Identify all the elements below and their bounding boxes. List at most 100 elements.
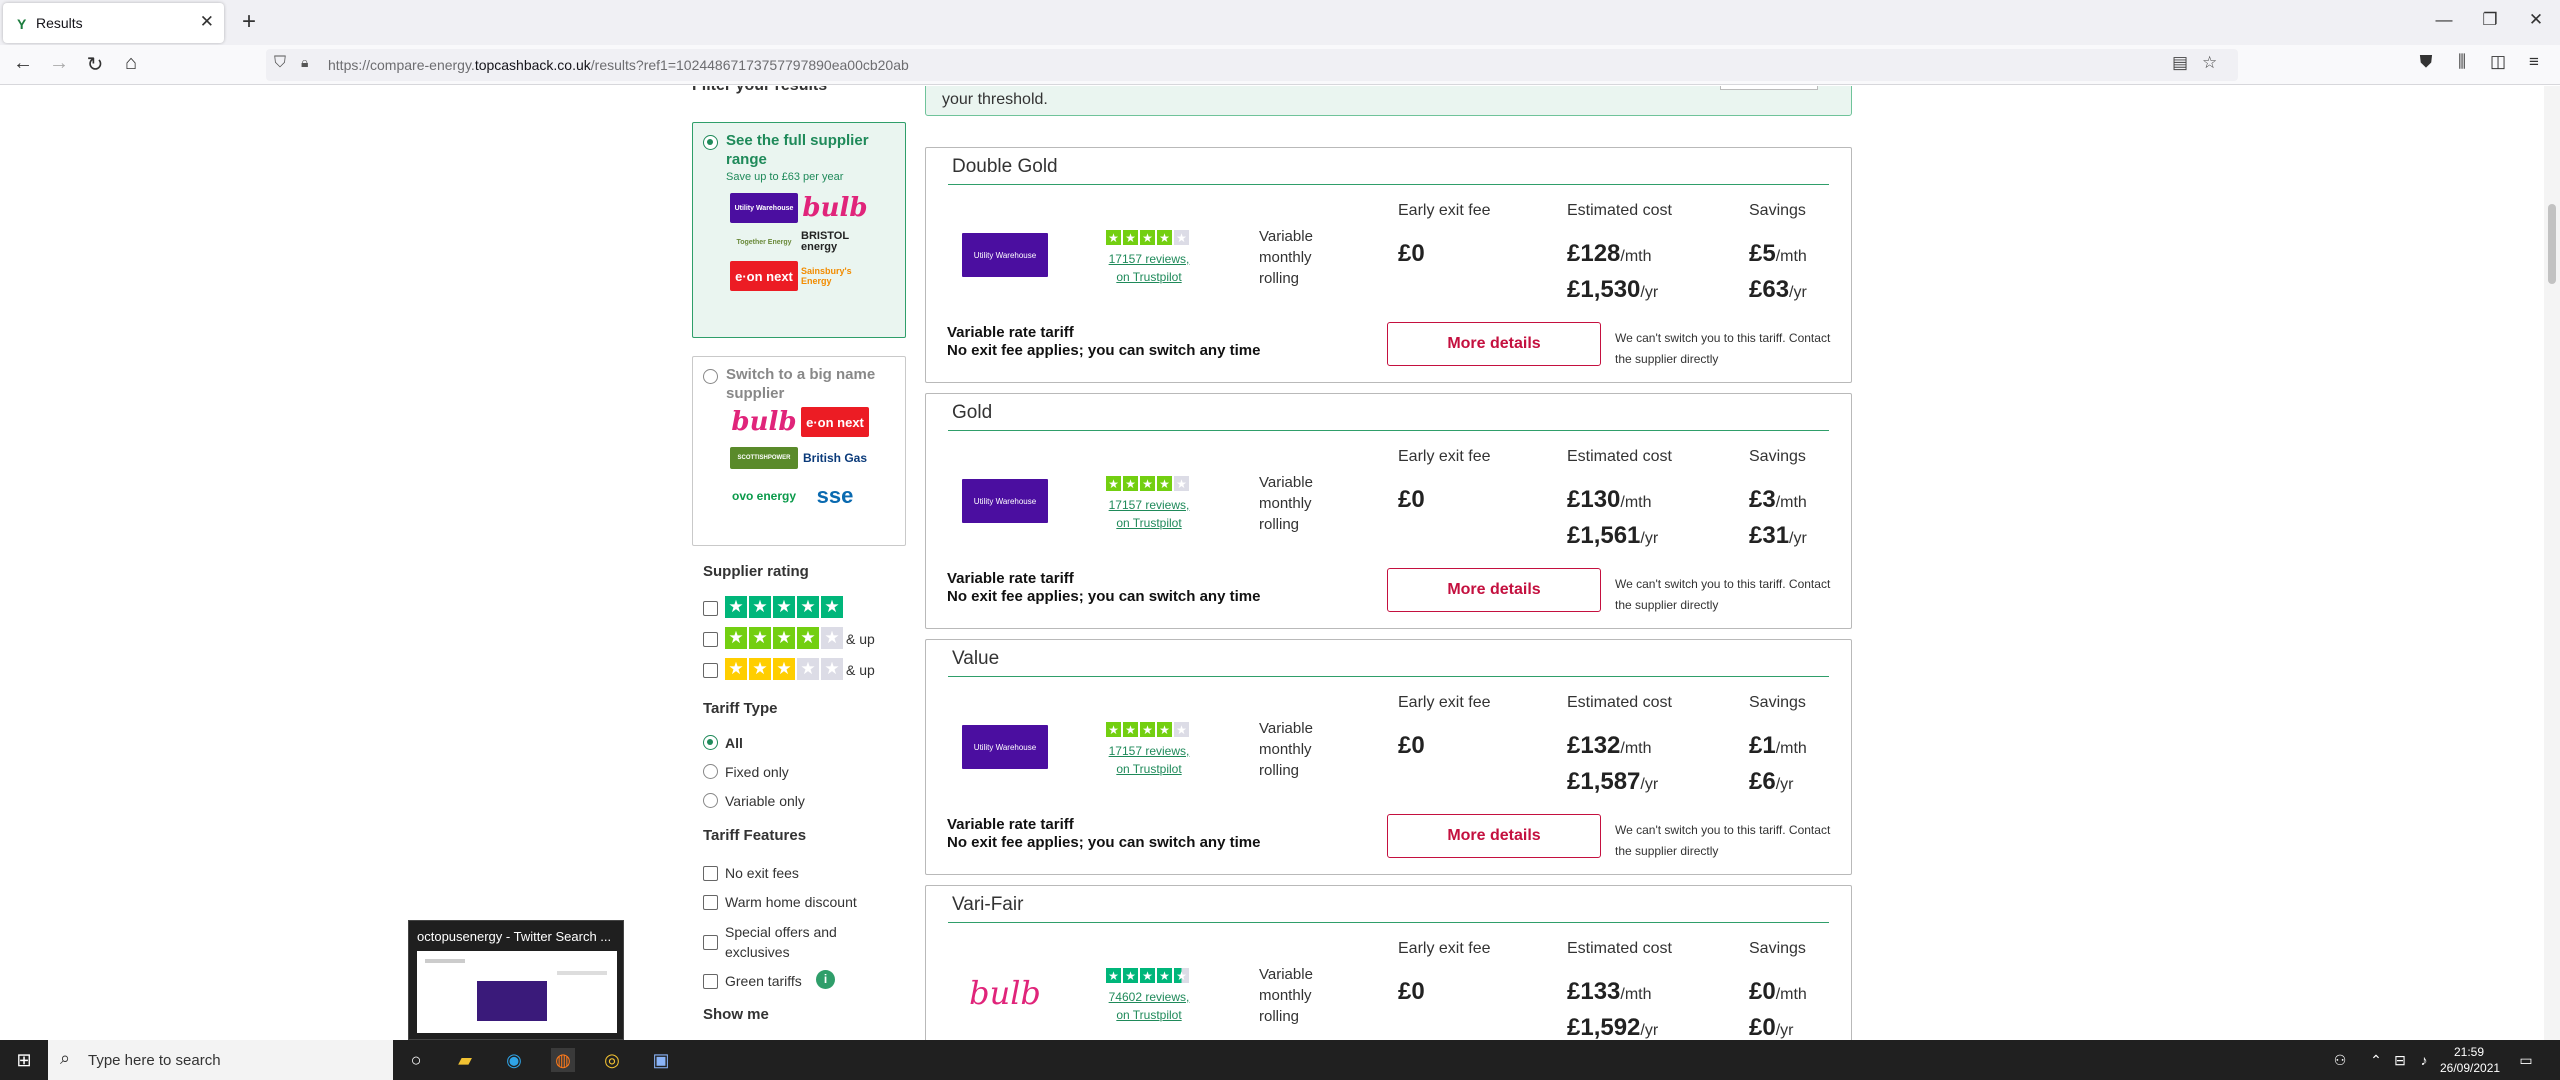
sidebar-icon[interactable]: ◫: [2489, 52, 2507, 71]
rating-5-stars: ★ ★ ★ ★ ★: [725, 596, 843, 618]
exit-fee-label: Early exit fee: [1398, 202, 1491, 219]
savings-label: Savings: [1749, 202, 1806, 219]
restore-icon[interactable]: ❐: [2482, 10, 2498, 29]
cost-month: £132/mth: [1567, 732, 1652, 759]
clock-time: 21:59: [2453, 1045, 2485, 1059]
exit-note: No exit fee applies; you can switch any …: [947, 588, 1261, 605]
info-icon[interactable]: i: [816, 970, 835, 989]
star-icon: ★: [725, 658, 747, 680]
star-icon: ★: [1123, 722, 1138, 737]
warm-home-discount-label: Warm home discount: [725, 894, 857, 910]
star-icon: ★: [1140, 722, 1155, 737]
tariff-name: Gold: [952, 402, 993, 423]
tariff-variable-radio[interactable]: [703, 793, 718, 808]
network-icon[interactable]: ⊟: [2394, 1051, 2406, 1068]
cost-month: £130/mth: [1567, 486, 1652, 513]
menu-icon[interactable]: ≡: [2529, 52, 2539, 71]
divider: [948, 430, 1829, 431]
back-icon[interactable]: ←: [13, 52, 33, 74]
british-gas-logo: British Gas: [802, 451, 868, 465]
more-details-button[interactable]: More details: [1387, 322, 1601, 366]
more-details-button[interactable]: More details: [1387, 568, 1601, 612]
reviews-link[interactable]: 17157 reviews, on Trustpilot: [1108, 498, 1190, 530]
reviews-link[interactable]: 17157 reviews, on Trustpilot: [1108, 744, 1190, 776]
star-icon: ★: [1140, 230, 1155, 245]
url-text[interactable]: https://compare-energy.topcashback.co.uk…: [328, 57, 909, 73]
big-name-option[interactable]: Switch to a big name supplier bulb e·on …: [692, 356, 906, 546]
cost-year: £1,592/yr: [1567, 1014, 1659, 1040]
clock[interactable]: 21:59 26/09/2021: [2440, 1044, 2500, 1076]
no-exit-fees-label: No exit fees: [725, 865, 799, 881]
green-tariffs-checkbox[interactable]: [703, 974, 718, 989]
rating-3-checkbox[interactable]: [703, 663, 718, 678]
divider: [948, 676, 1829, 677]
browser-tab-bar: Y Results ✕ + — ❐ ✕: [0, 0, 2560, 45]
reader-view-icon[interactable]: ▤: [2172, 53, 2189, 72]
rating-4-suffix: & up: [846, 631, 875, 647]
banner-text: your threshold.: [942, 91, 1048, 108]
people-icon[interactable]: ⚇: [2333, 1051, 2347, 1068]
volume-icon[interactable]: ♪: [2420, 1052, 2428, 1068]
notifications-icon[interactable]: ▭: [2519, 1051, 2533, 1068]
star-icon: ★: [1174, 968, 1189, 983]
home-icon[interactable]: ⌂: [124, 52, 138, 74]
file-explorer-icon[interactable]: ▰: [458, 1049, 472, 1070]
no-exit-fees-checkbox[interactable]: [703, 866, 718, 881]
windows-start-icon[interactable]: ⊞: [16, 1049, 32, 1070]
savings-label: Savings: [1749, 694, 1806, 711]
rating-5-checkbox[interactable]: [703, 601, 718, 616]
pocket-icon[interactable]: ⛊: [2419, 52, 2433, 71]
search-placeholder: Type here to search: [88, 1052, 221, 1069]
scrollbar-thumb[interactable]: [2548, 204, 2556, 284]
taskbar-preview[interactable]: octopusenergy - Twitter Search ...: [408, 920, 624, 1040]
search-icon: ⌕: [60, 1048, 71, 1068]
show-hidden-icons[interactable]: ⌃: [2370, 1051, 2382, 1068]
switch-note: We can't switch you to this tariff. Cont…: [1615, 823, 1831, 858]
reviews-link[interactable]: 17157 reviews, on Trustpilot: [1108, 252, 1190, 284]
more-details-button[interactable]: More details: [1387, 814, 1601, 858]
reload-icon[interactable]: ↻: [86, 54, 104, 76]
special-offers-checkbox[interactable]: [703, 935, 718, 950]
close-window-icon[interactable]: ✕: [2528, 10, 2544, 29]
tracking-shield-icon[interactable]: ⛉: [274, 54, 287, 71]
chrome-icon[interactable]: ◎: [604, 1049, 620, 1070]
windows-taskbar: ⊞ ⌕ Type here to search ○ ▰ ◉ ◍ ◎ ▣ ⚇ ⌃ …: [0, 1040, 2560, 1080]
tariff-fixed-radio[interactable]: [703, 764, 718, 779]
star-icon: ★: [749, 596, 771, 618]
tariff-kind: Variable monthly rolling: [1259, 966, 1313, 1025]
task-view-icon[interactable]: ○: [410, 1049, 422, 1070]
bookmark-star-icon[interactable]: ☆: [2202, 53, 2218, 72]
rate-type: Variable rate tariff: [947, 324, 1074, 341]
browser-tab[interactable]: Y Results ✕: [3, 3, 224, 43]
green-tariffs-label: Green tariffs: [725, 973, 802, 989]
close-tab-icon[interactable]: ✕: [199, 12, 214, 31]
rating-4-checkbox[interactable]: [703, 632, 718, 647]
full-range-option[interactable]: See the full supplier range Save up to £…: [692, 122, 906, 338]
star-icon: ★: [1123, 230, 1138, 245]
tariff-name: Vari-Fair: [952, 894, 1024, 915]
new-tab-button[interactable]: +: [241, 8, 256, 35]
lock-icon[interactable]: 🔒︎: [301, 54, 309, 70]
address-bar[interactable]: ⛉ 🔒︎ https://compare-energy.topcashback.…: [266, 49, 2238, 81]
edge-icon[interactable]: ◉: [506, 1049, 522, 1070]
big-name-radio[interactable]: [703, 369, 718, 384]
library-icon[interactable]: ⫼: [2458, 52, 2466, 71]
banner-button[interactable]: [1720, 86, 1818, 90]
exit-fee-label: Early exit fee: [1398, 448, 1491, 465]
preview-thumbnail[interactable]: [417, 951, 617, 1033]
star-icon: ★: [1140, 968, 1155, 983]
warm-home-discount-checkbox[interactable]: [703, 895, 718, 910]
minimize-icon[interactable]: —: [2435, 10, 2453, 29]
full-range-radio[interactable]: [703, 135, 718, 150]
taskbar-search[interactable]: ⌕ Type here to search: [48, 1040, 393, 1080]
tariff-all-radio[interactable]: [703, 735, 718, 750]
firefox-icon[interactable]: ◍: [551, 1048, 575, 1072]
page-scrollbar[interactable]: [2544, 86, 2560, 1040]
preview-line: [557, 971, 607, 975]
trustpilot-stars: ★ ★ ★ ★ ★: [1106, 722, 1189, 737]
tariff-name: Double Gold: [952, 156, 1058, 177]
save-month: £1/mth: [1749, 732, 1807, 759]
app-icon[interactable]: ▣: [652, 1049, 670, 1070]
forward-icon[interactable]: →: [49, 52, 69, 74]
reviews-link[interactable]: 74602 reviews, on Trustpilot: [1108, 990, 1190, 1022]
